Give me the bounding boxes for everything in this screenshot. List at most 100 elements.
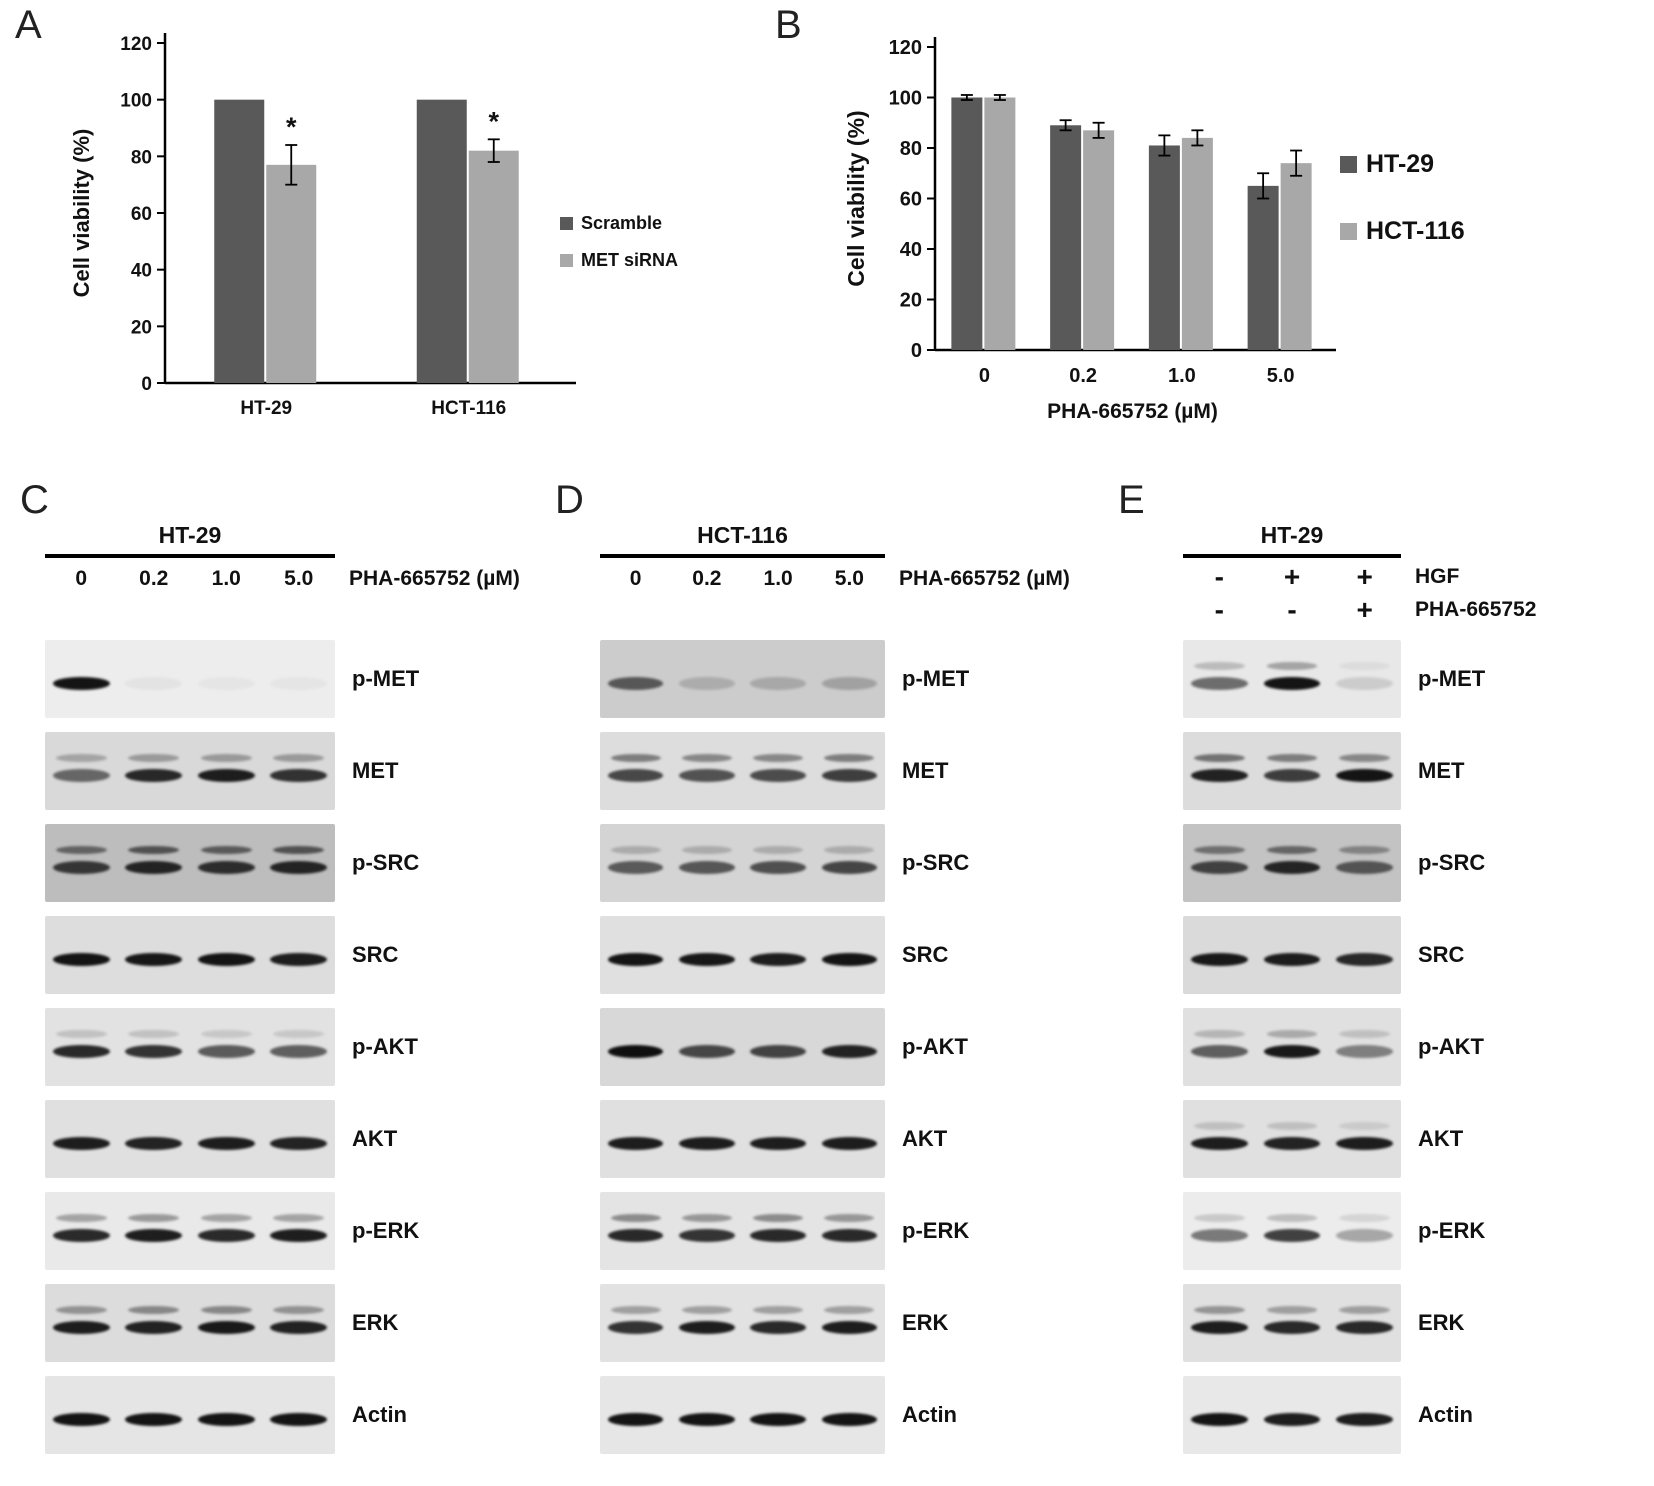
blot-band <box>1263 769 1321 782</box>
blot-band-secondary <box>1266 1030 1318 1038</box>
blot-band-secondary <box>824 846 875 854</box>
bar <box>1280 163 1312 350</box>
blot-band <box>1263 677 1321 690</box>
blot-band <box>52 861 110 874</box>
blot-band-secondary <box>273 1306 325 1314</box>
blot-image-src <box>45 916 335 994</box>
blot-band-secondary <box>200 846 252 854</box>
blot-target-label: ERK <box>902 1310 949 1335</box>
blot-row-p-src: p-SRC <box>600 824 1115 902</box>
y-axis-title: Cell viability (%) <box>69 129 94 298</box>
blot-band <box>821 1045 878 1058</box>
y-tick-label: 20 <box>131 317 152 338</box>
blot-band-secondary <box>1339 1122 1391 1130</box>
blot-band <box>125 1045 183 1058</box>
blot-band <box>270 769 328 782</box>
blot-band-secondary <box>200 1306 252 1314</box>
blot-band <box>1336 769 1393 782</box>
blot-band-secondary <box>128 1306 180 1314</box>
blot-row-p-met: p-MET <box>600 640 1115 718</box>
blot-image-p-erk <box>600 1192 885 1270</box>
bar <box>1247 185 1279 350</box>
blot-band <box>750 1229 806 1242</box>
legend-label: MET siRNA <box>581 250 679 270</box>
legend-item: MET siRNA <box>560 250 678 271</box>
blot-band <box>1190 769 1248 782</box>
significance-star: * <box>286 112 297 142</box>
blot-band <box>52 1229 110 1242</box>
lane-label-row: 0 0.2 1.0 5.0 PHA-665752 (µM) <box>45 567 552 591</box>
bar <box>951 97 983 350</box>
blot-band-secondary <box>610 754 661 762</box>
blot-image-p-src <box>1183 824 1401 902</box>
blot-band-secondary <box>200 1214 252 1222</box>
condition-sign: + <box>1356 594 1373 625</box>
blot-band-secondary <box>273 754 325 762</box>
blot-row-p-erk: p-ERK <box>600 1192 1115 1270</box>
blot-band <box>607 1137 664 1150</box>
legend-item: HT-29 <box>1340 150 1465 179</box>
blot-row-met: MET <box>1183 732 1648 810</box>
blot-band <box>607 1045 664 1058</box>
panel-c-western-blot: C HT-29 0 0.2 1.0 5.0 PHA-665752 (µM) p-MET MET… <box>20 480 552 1468</box>
blot-band-secondary <box>55 754 107 762</box>
blot-row-src: SRC <box>1183 916 1648 994</box>
blot-band <box>1190 1045 1248 1058</box>
lane-unit-label: PHA-665752 (µM) <box>899 567 1070 590</box>
blot-band-secondary <box>1266 754 1318 762</box>
panel-b: B 0 20 40 60 80 100 120 0 0.2 1.0 5.0 PHA-665752 (µ… <box>775 5 1645 475</box>
blot-band <box>1263 1321 1321 1334</box>
blot-band <box>607 1321 664 1334</box>
blot-band-secondary <box>1193 754 1245 762</box>
blot-row-actin: Actin <box>1183 1376 1648 1454</box>
blot-target-label: p-MET <box>902 666 970 691</box>
blot-band <box>1336 1229 1393 1242</box>
blot-band-secondary <box>128 1214 180 1222</box>
blot-band-secondary <box>1193 1214 1245 1222</box>
legend-item: HCT-116 <box>1340 217 1465 246</box>
blot-band-secondary <box>128 754 180 762</box>
blot-band <box>125 1229 183 1242</box>
blot-band <box>52 1321 110 1334</box>
lane-concentration-label: 1.0 <box>211 567 241 590</box>
cell-line-title: HT-29 <box>45 522 335 558</box>
lane-numbers: 0 0.2 1.0 5.0 <box>45 567 335 591</box>
blot-image-actin <box>600 1376 885 1454</box>
blot-image-erk <box>45 1284 335 1362</box>
blot-row-p-src: p-SRC <box>1183 824 1648 902</box>
blot-band <box>270 1137 328 1150</box>
blot-target-label: MET <box>352 758 399 783</box>
blot-band <box>125 769 183 782</box>
blot-image-p-akt <box>45 1008 335 1086</box>
blot-band <box>1263 1137 1321 1150</box>
blot-band <box>750 1413 806 1426</box>
blot-band <box>607 1413 664 1426</box>
blot-band <box>197 953 255 966</box>
blot-band <box>1263 1229 1321 1242</box>
blot-image-p-met <box>600 640 885 718</box>
blot-row-erk: ERK <box>45 1284 552 1362</box>
y-tick-label: 120 <box>889 37 922 59</box>
panel-a-label: A <box>15 3 42 47</box>
blot-target-label: Actin <box>1418 1402 1473 1427</box>
blot-header: HT-29- + + HGF - - + PHA-665752 <box>1183 522 1648 640</box>
blot-row-actin: Actin <box>600 1376 1115 1454</box>
panel-d-label: D <box>555 478 584 522</box>
blot-band-secondary <box>273 846 325 854</box>
blot-image-erk <box>600 1284 885 1362</box>
panel-d-content: HCT-116 0 0.2 1.0 5.0 PHA-665752 (µM) p-MET MET… <box>600 522 1115 1454</box>
blot-target-label: p-SRC <box>902 850 970 875</box>
blot-band <box>125 1321 183 1334</box>
blot-row-erk: ERK <box>600 1284 1115 1362</box>
blot-band <box>197 861 255 874</box>
blot-image-p-akt <box>600 1008 885 1086</box>
blot-band-secondary <box>1193 846 1245 854</box>
lane-label-row: 0 0.2 1.0 5.0 PHA-665752 (µM) <box>600 567 1115 591</box>
blot-band-secondary <box>610 1306 661 1314</box>
blot-band-secondary <box>681 846 732 854</box>
blot-band <box>607 861 664 874</box>
legend-swatch-icon <box>1340 223 1357 240</box>
blot-image-actin <box>1183 1376 1401 1454</box>
legend-label: HCT-116 <box>1366 217 1465 245</box>
